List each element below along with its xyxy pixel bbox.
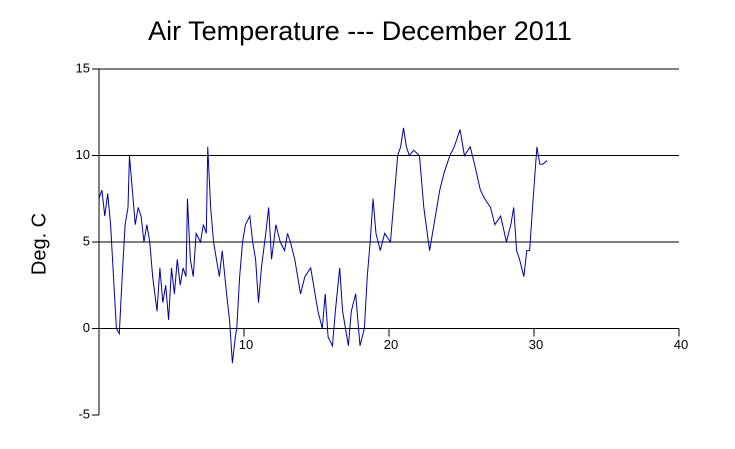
x-tick-label: 10 bbox=[239, 337, 253, 352]
y-tick-label: 10 bbox=[76, 147, 90, 162]
y-tick-label: -5 bbox=[78, 406, 90, 421]
y-tick-label: 0 bbox=[83, 320, 90, 335]
y-tick-label: 15 bbox=[76, 60, 90, 75]
y-tick-label: 5 bbox=[83, 233, 90, 248]
chart-title: Air Temperature --- December 2011 bbox=[148, 16, 572, 46]
x-tick-label: 40 bbox=[674, 337, 688, 352]
line-series bbox=[98, 127, 548, 364]
y-axis-label: Deg. C bbox=[28, 213, 50, 275]
x-tick-label: 20 bbox=[384, 337, 398, 352]
x-tick-label: 30 bbox=[529, 337, 543, 352]
